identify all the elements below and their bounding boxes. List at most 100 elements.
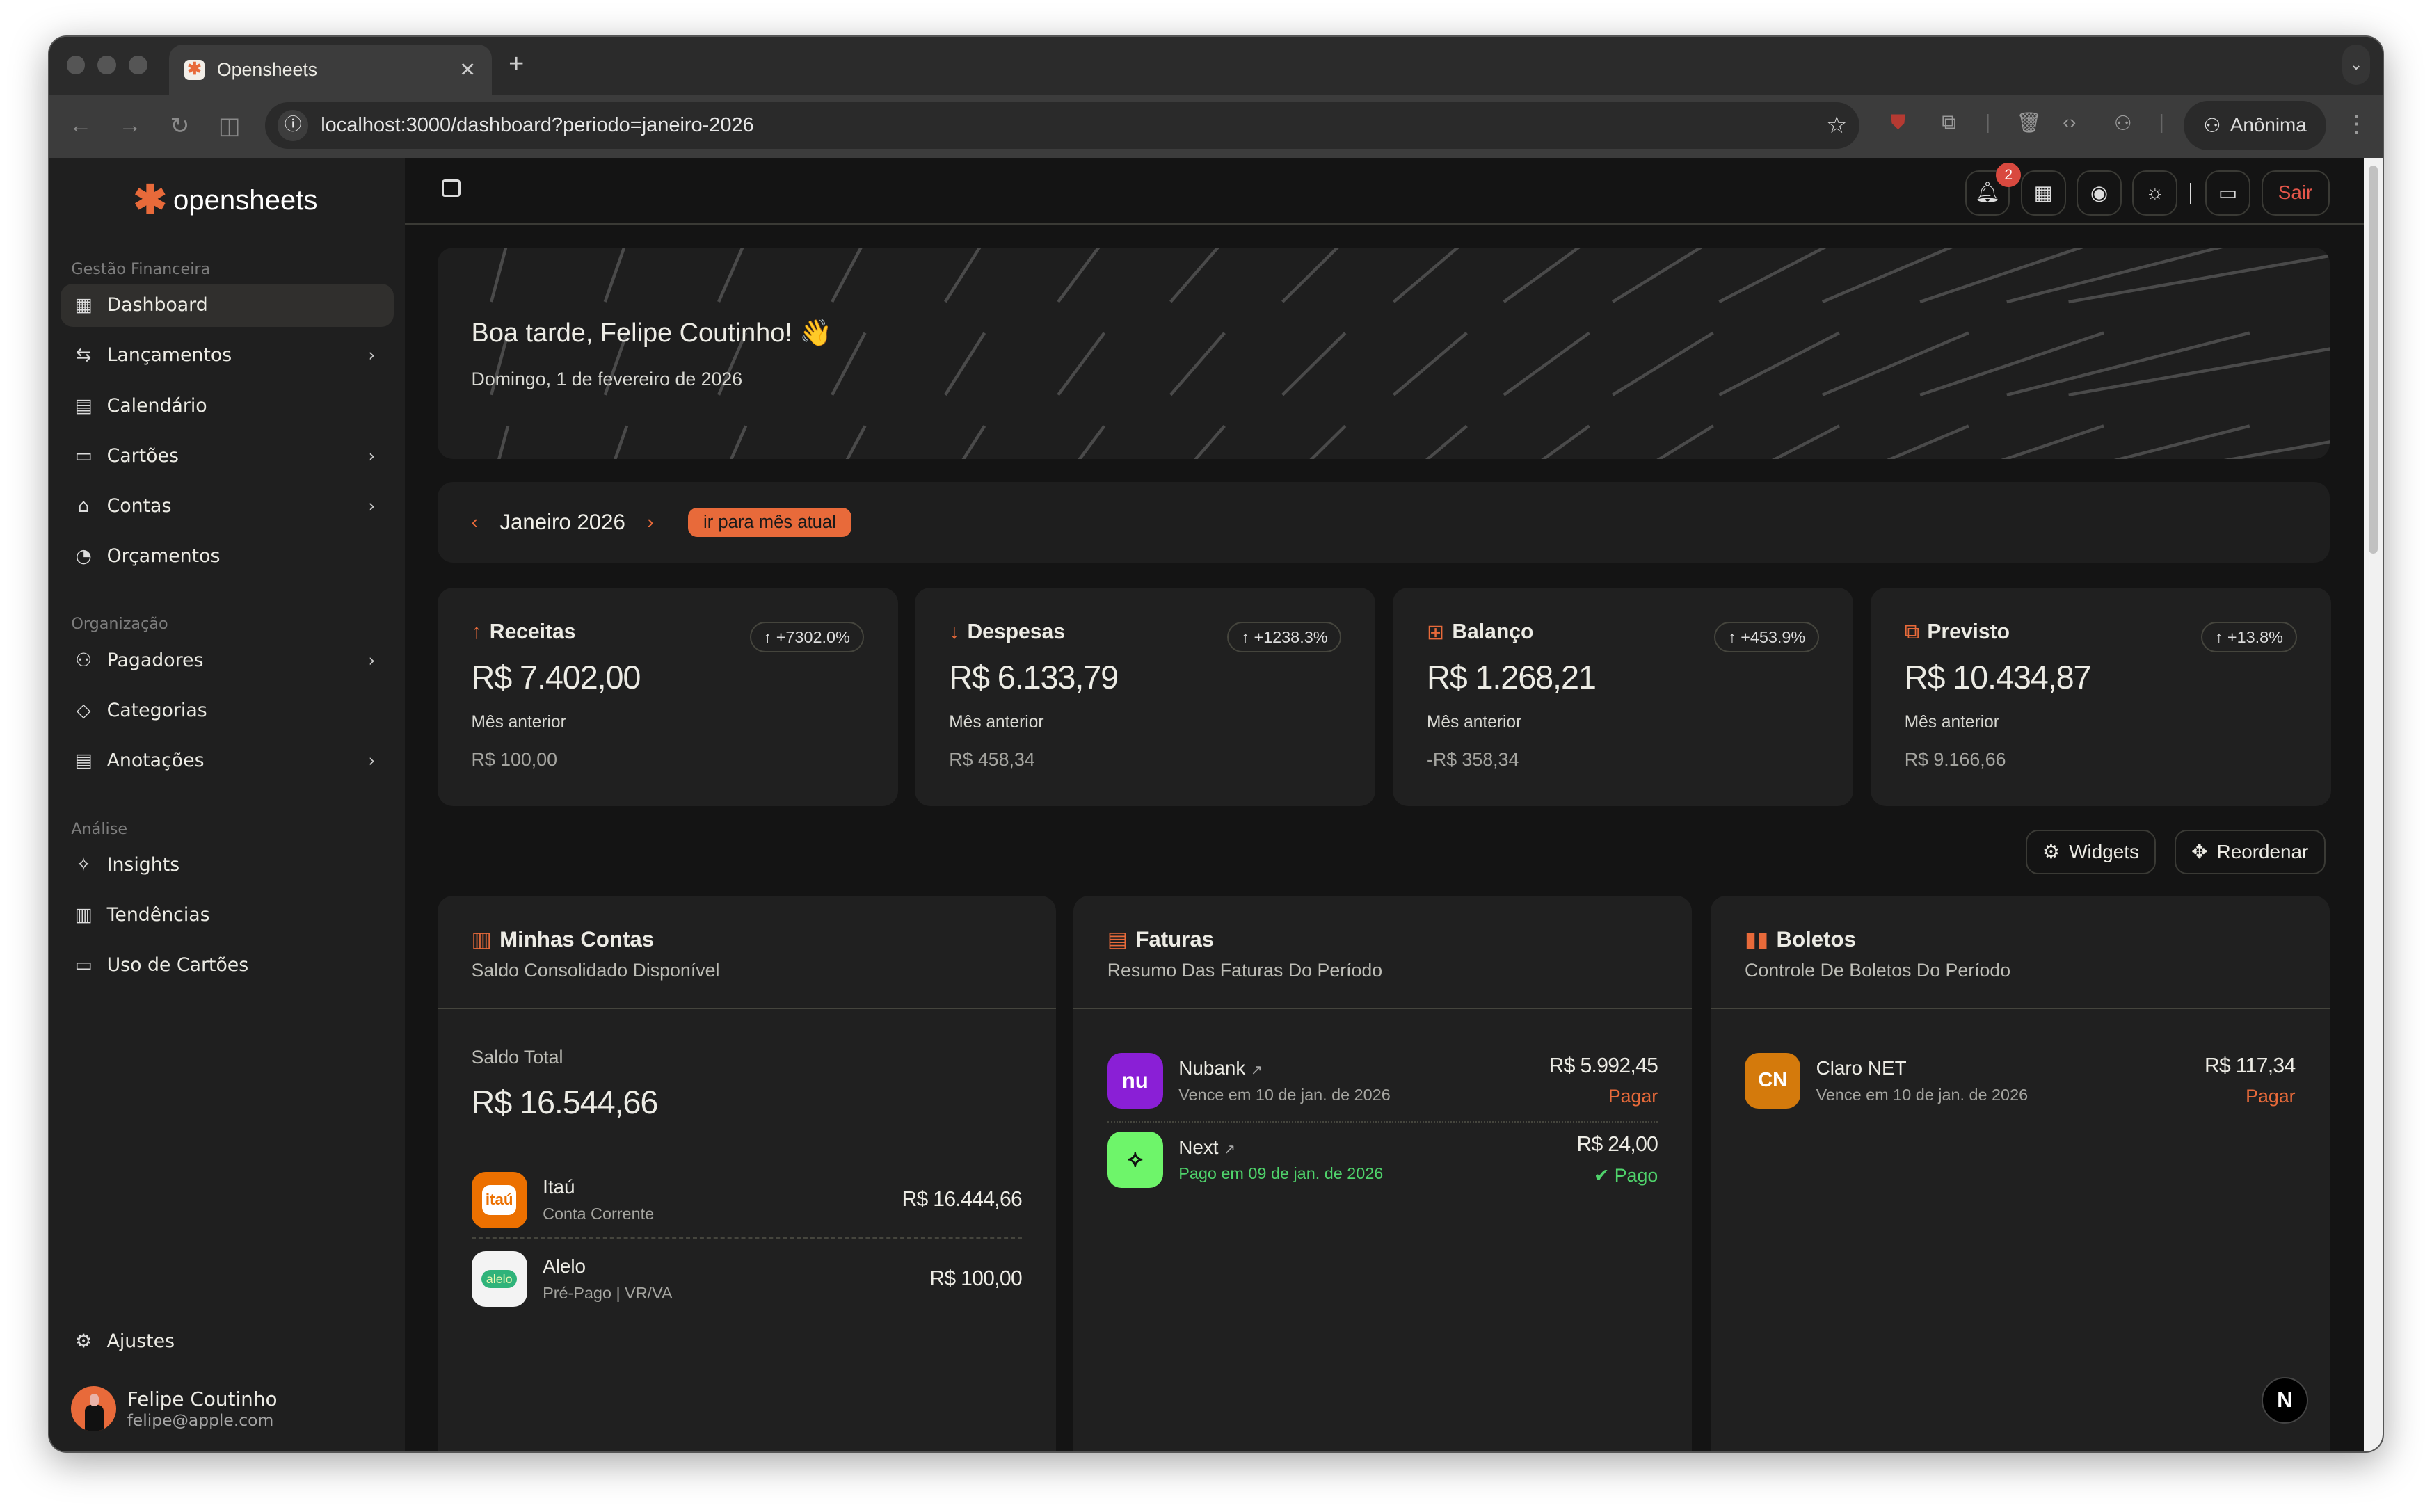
pay-button[interactable]: Pagar xyxy=(2246,1085,2296,1107)
reload-icon[interactable]: ↻ xyxy=(170,113,190,140)
sidebar-item-categorias[interactable]: ◇ Categorias xyxy=(61,689,394,732)
sidebar-item-orçamentos[interactable]: ◔ Orçamentos xyxy=(61,534,394,577)
widgets-button[interactable]: ⚙ Widgets xyxy=(2025,829,2157,875)
next-logo: ⟡ xyxy=(1107,1132,1163,1188)
theme-toggle-button[interactable]: ☼ xyxy=(2132,170,2178,216)
user-email: felipe@apple.com xyxy=(127,1410,274,1430)
bookmark-star-icon[interactable]: ☆ xyxy=(1826,113,1848,139)
sidebar-item-tendências[interactable]: ▥ Tendências xyxy=(61,893,394,936)
sidebar-item-calendário[interactable]: ▤ Calendário xyxy=(61,384,394,427)
site-info-icon[interactable]: ⓘ xyxy=(277,110,309,141)
pattern-line xyxy=(1657,424,1714,459)
external-link-icon[interactable]: ↗ xyxy=(1224,1141,1236,1157)
invoice-amount: R$ 5.992,45 xyxy=(1549,1054,1658,1077)
stat-title: Despesas xyxy=(967,620,1065,643)
pattern-line xyxy=(1169,248,1220,303)
account-row[interactable]: alelo Alelo Pré-Pago | VR/VA R$ 100,00 xyxy=(471,1245,1023,1313)
nextjs-dev-badge[interactable]: N xyxy=(2262,1377,2308,1424)
privacy-toggle-button[interactable]: ◉ xyxy=(2077,170,2122,216)
close-tab-icon[interactable]: ✕ xyxy=(458,58,477,81)
widgets-gear-icon: ⚙ xyxy=(2042,841,2060,863)
chevron-right-icon[interactable]: › xyxy=(368,750,376,771)
incognito-icon[interactable]: ⚇ xyxy=(2113,113,2132,136)
sidebar-item-uso-de-cartões[interactable]: ▭ Uso de Cartões xyxy=(61,943,394,986)
stat-value: R$ 1.268,21 xyxy=(1426,659,1597,696)
pay-button[interactable]: Pagar xyxy=(1608,1085,1658,1107)
brand-logo[interactable]: ✱ opensheets xyxy=(134,180,318,220)
devtools-code-icon[interactable]: ‹› xyxy=(2063,111,2077,134)
sidebar-item-insights[interactable]: ✧ Insights xyxy=(61,843,394,886)
scrollbar-thumb[interactable] xyxy=(2368,166,2378,554)
bill-due-date: Vence em 10 de jan. de 2026 xyxy=(1816,1085,2029,1104)
user-name: Felipe Coutinho xyxy=(127,1387,278,1410)
eye-icon: ◉ xyxy=(2090,182,2109,204)
pattern-line xyxy=(1392,248,1460,304)
change-value: +453.9% xyxy=(1741,627,1806,646)
external-link-icon[interactable]: ↗ xyxy=(1251,1062,1263,1078)
bill-row[interactable]: CN Claro NET Vence em 10 de jan. de 2026 … xyxy=(1745,1047,2296,1115)
invoice-row[interactable]: ⟡ Next ↗ Pago em 09 de jan. de 2026 R$ 24… xyxy=(1107,1125,1658,1193)
calculator-button[interactable]: ▦ xyxy=(2020,170,2066,216)
sidebar-item-anotações[interactable]: ▤ Anotações › xyxy=(61,739,394,782)
split-view-icon[interactable]: ◫ xyxy=(218,113,241,140)
sidebar-item-cartões[interactable]: ▭ Cartões › xyxy=(61,434,394,477)
address-bar[interactable]: ⓘ localhost:3000/dashboard?periodo=janei… xyxy=(265,102,1860,149)
sidebar-item-label: Ajustes xyxy=(106,1330,175,1352)
tab-search-button[interactable]: ⌄ xyxy=(2342,45,2371,86)
change-value: +1238.3% xyxy=(1254,627,1328,646)
extensions-icon[interactable]: ⧉ xyxy=(1942,111,1956,134)
pattern-line xyxy=(961,425,986,459)
sidebar-item-contas[interactable]: ⌂ Contas › xyxy=(61,484,394,527)
card-name: Next xyxy=(1178,1136,1219,1158)
profile-button[interactable]: ⚇ Anônima xyxy=(2184,100,2327,150)
minimize-window-button[interactable] xyxy=(97,56,116,74)
new-tab-button[interactable]: + xyxy=(509,49,525,79)
url-text[interactable]: localhost:3000/dashboard?periodo=janeiro… xyxy=(321,113,754,136)
receipt-icon: ▤ xyxy=(1107,927,1128,952)
user-profile[interactable]: Felipe Coutinho felipe@apple.com xyxy=(71,1386,278,1431)
widget-title: Boletos xyxy=(1776,927,1856,952)
main-content: 🔔︎ 2 ▦ ◉ ☼ ▭ Sair Boa tarde, Felipe Couti… xyxy=(404,158,2365,1452)
browser-tab[interactable]: ✱ Opensheets ✕ xyxy=(168,45,492,95)
pattern-line xyxy=(943,248,982,303)
sidebar-toggle-icon[interactable] xyxy=(442,179,461,197)
forward-icon[interactable]: → xyxy=(118,113,142,139)
invoice-row[interactable]: nu Nubank ↗ Vence em 10 de jan. de 2026 R… xyxy=(1107,1047,1658,1115)
notifications-button[interactable]: 🔔︎ 2 xyxy=(1965,162,2022,216)
account-balance: R$ 100,00 xyxy=(929,1267,1023,1291)
logout-button[interactable]: Sair xyxy=(2261,170,2330,216)
widget-title: Minhas Contas xyxy=(499,927,655,952)
browser-menu-icon[interactable]: ⋮ xyxy=(2344,111,2369,138)
profile-label: Anônima xyxy=(2230,114,2307,136)
sidebar-item-lançamentos[interactable]: ⇆ Lançamentos › xyxy=(61,334,394,377)
change-value: +13.8% xyxy=(2227,627,2283,646)
sidebar-item-pagadores[interactable]: ⚇ Pagadores › xyxy=(61,638,394,682)
chevron-right-icon[interactable]: › xyxy=(368,495,376,516)
chevron-right-icon[interactable]: › xyxy=(368,345,376,366)
scrollbar[interactable] xyxy=(2364,158,2383,1452)
account-row[interactable]: itaú Itaú Conta Corrente R$ 16.444,66 xyxy=(471,1166,1023,1234)
avatar xyxy=(71,1386,116,1431)
reorder-button[interactable]: ✥ Reordenar xyxy=(2174,829,2326,875)
sidebar-item-label: Uso de Cartões xyxy=(106,954,249,976)
maximize-window-button[interactable] xyxy=(128,56,147,74)
chevron-right-icon[interactable]: › xyxy=(368,445,376,466)
previous-month-button[interactable]: ‹ xyxy=(471,510,479,533)
change-value: +7302.0% xyxy=(776,627,850,646)
chevron-right-icon[interactable]: › xyxy=(368,650,376,670)
sidebar-item-dashboard[interactable]: ▦ Dashboard xyxy=(60,283,394,328)
current-month-button[interactable]: ir para mês atual xyxy=(687,507,852,538)
pattern-line xyxy=(1281,248,1340,304)
pattern-line xyxy=(1502,248,1581,304)
bell-icon: 🔔︎ xyxy=(1974,182,2001,204)
sidebar-item-ajustes[interactable]: ⚙ Ajustes xyxy=(61,1319,394,1362)
adblock-extension-icon[interactable]: ⛊ xyxy=(1890,111,1906,134)
back-icon[interactable]: ← xyxy=(68,113,93,139)
account-balance: R$ 16.444,66 xyxy=(902,1188,1023,1212)
arrow-down-icon: ↓ xyxy=(949,620,960,643)
close-window-button[interactable] xyxy=(66,56,86,74)
trash-icon[interactable]: 🗑 xyxy=(2016,112,2042,135)
pattern-line xyxy=(1056,248,1101,303)
feedback-button[interactable]: ▭ xyxy=(2205,170,2250,216)
next-month-button[interactable]: › xyxy=(647,510,654,533)
